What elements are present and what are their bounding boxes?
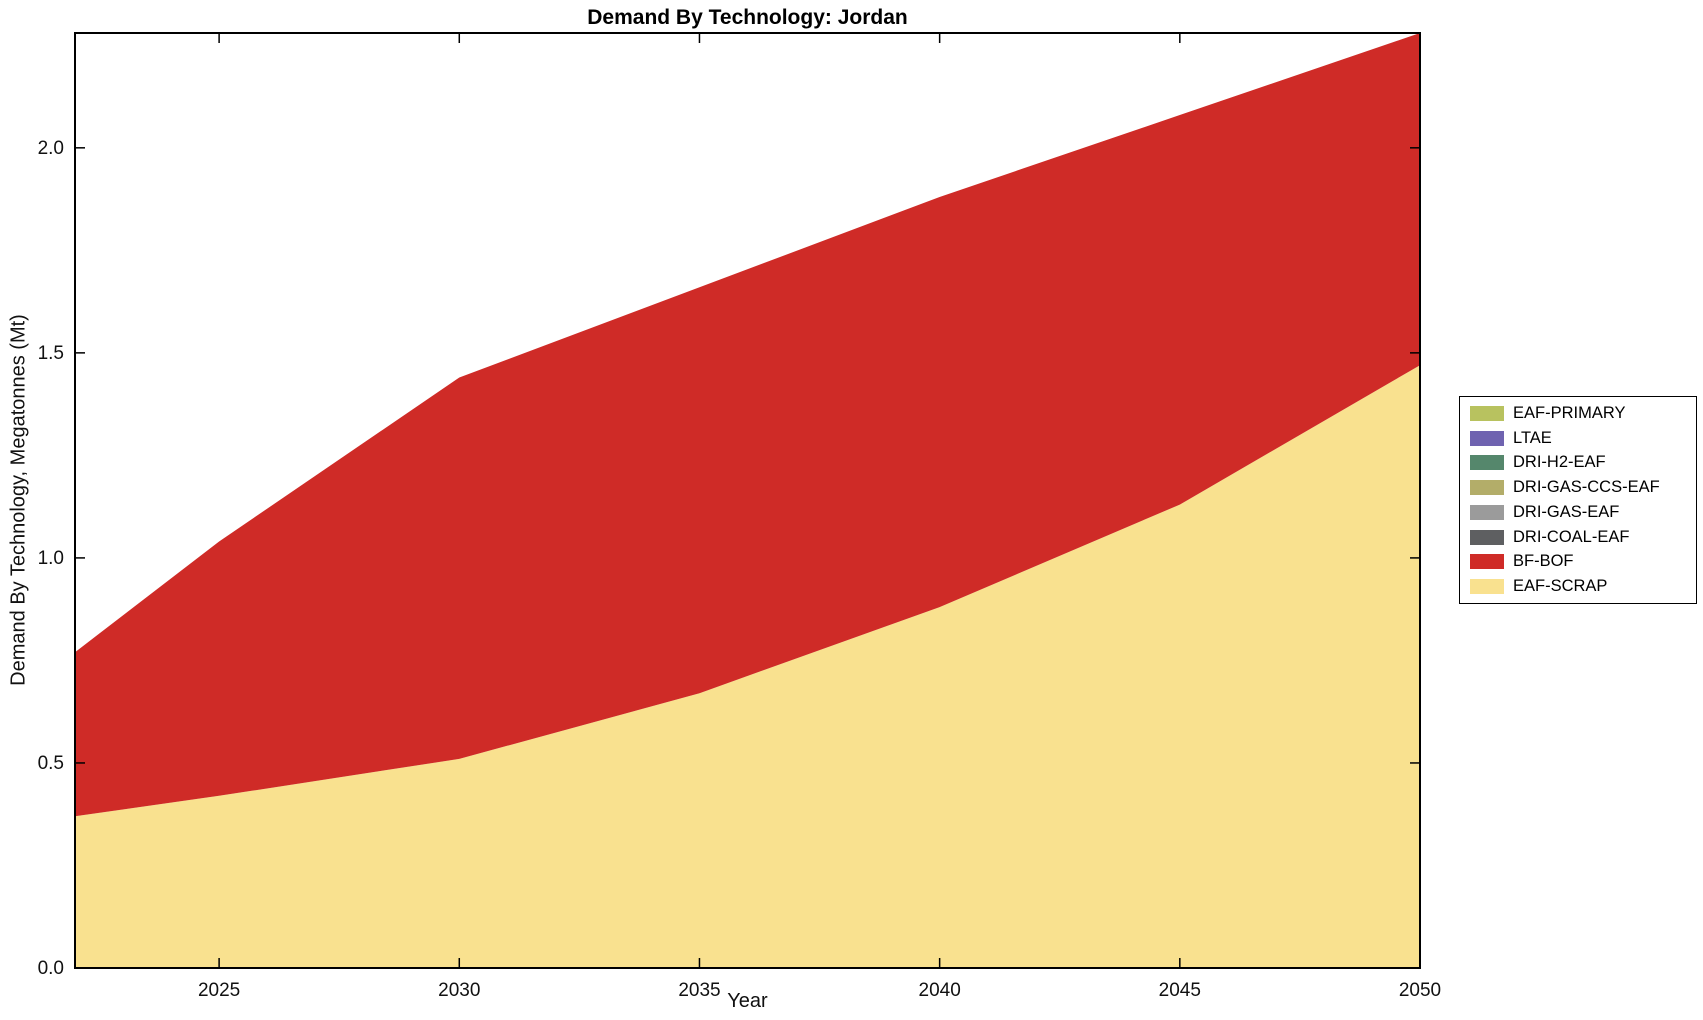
legend-item-label: EAF-PRIMARY — [1513, 404, 1626, 422]
legend-item: BF-BOF — [1470, 552, 1686, 571]
legend-item-label: DRI-H2-EAF — [1513, 453, 1606, 472]
legend-item-label: EAF-SCRAP — [1513, 576, 1608, 595]
legend-swatch — [1470, 455, 1504, 471]
svg-text:1.0: 1.0 — [38, 548, 64, 569]
chart-title: Demand By Technology: Jordan — [587, 6, 908, 29]
legend-item: DRI-GAS-EAF — [1470, 503, 1686, 522]
legend-swatch — [1470, 578, 1504, 594]
svg-text:0.0: 0.0 — [38, 958, 64, 979]
legend-swatch — [1470, 554, 1504, 570]
legend-item-label: BF-BOF — [1513, 552, 1574, 571]
legend-item: LTAE — [1470, 429, 1686, 448]
svg-text:0.5: 0.5 — [38, 753, 64, 774]
legend-swatch — [1470, 406, 1504, 421]
legend-item-label: DRI-COAL-EAF — [1513, 527, 1630, 546]
legend-swatch — [1470, 430, 1504, 446]
legend-item: EAF-SCRAP — [1470, 577, 1686, 596]
svg-text:2.0: 2.0 — [38, 138, 64, 159]
legend-item-label: DRI-GAS-CCS-EAF — [1513, 478, 1660, 497]
legend-item: DRI-H2-EAF — [1470, 453, 1686, 472]
legend: EAF-PRIMARY LTAE DRI-H2-EAF DRI-GAS-CCS-… — [1459, 396, 1697, 604]
svg-text:2050: 2050 — [1399, 980, 1441, 1001]
svg-text:2045: 2045 — [1159, 980, 1201, 1001]
legend-swatch — [1470, 529, 1504, 545]
y-axis-label: Demand By Technology, Megatonnes (Mt) — [7, 314, 30, 686]
x-axis-label: Year — [727, 990, 768, 1012]
legend-swatch — [1470, 504, 1504, 520]
svg-text:2030: 2030 — [438, 980, 480, 1001]
legend-item-label: DRI-GAS-EAF — [1513, 502, 1620, 521]
legend-item: DRI-GAS-CCS-EAF — [1470, 478, 1686, 497]
legend-swatch — [1470, 480, 1504, 496]
svg-text:2035: 2035 — [678, 980, 720, 1001]
legend-item-label: LTAE — [1513, 428, 1552, 447]
svg-text:1.5: 1.5 — [38, 343, 64, 364]
legend-item: DRI-COAL-EAF — [1470, 528, 1686, 547]
svg-text:2025: 2025 — [198, 980, 240, 1001]
legend-item: EAF-PRIMARY — [1470, 404, 1686, 423]
svg-text:2040: 2040 — [919, 980, 961, 1001]
